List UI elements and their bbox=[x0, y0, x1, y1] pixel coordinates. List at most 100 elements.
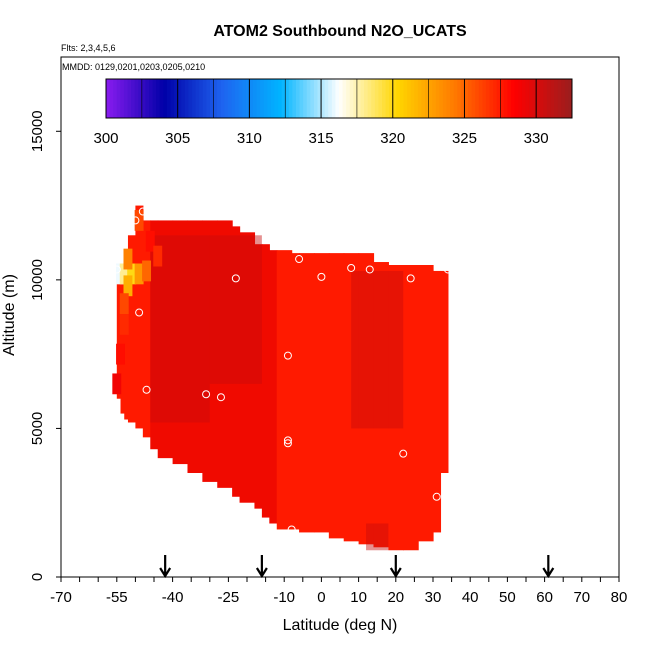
colorbar-swatch bbox=[439, 79, 444, 118]
colorbar-swatch bbox=[127, 79, 132, 118]
latitude-arrow bbox=[159, 555, 172, 579]
low-value-cell bbox=[127, 263, 137, 285]
field-column bbox=[343, 253, 360, 542]
colorbar-swatch bbox=[328, 79, 333, 118]
field-core bbox=[209, 235, 262, 384]
colorbar-swatch bbox=[432, 79, 437, 118]
colorbar-swatch bbox=[521, 79, 526, 118]
x-tick-label: 60 bbox=[536, 589, 553, 606]
colorbar-swatch bbox=[331, 79, 336, 118]
colorbar-tick-label: 315 bbox=[309, 130, 334, 147]
field-core bbox=[351, 270, 404, 429]
field-column bbox=[418, 265, 434, 542]
colorbar-swatch bbox=[141, 79, 146, 118]
sample-points bbox=[109, 207, 452, 534]
sample-point bbox=[283, 439, 292, 448]
colorbar-swatch bbox=[460, 79, 465, 118]
low-value-cell bbox=[119, 263, 129, 285]
colorbar-tick-label: 310 bbox=[237, 130, 262, 147]
colorbar-swatch bbox=[206, 79, 211, 118]
sample-point bbox=[347, 263, 356, 272]
field-column bbox=[291, 253, 300, 530]
x-tick-label: -10 bbox=[273, 589, 295, 606]
sample-point bbox=[109, 397, 118, 406]
field-column bbox=[135, 205, 144, 429]
colorbar-swatch bbox=[374, 79, 379, 118]
colorbar-swatch bbox=[446, 79, 451, 118]
colorbar-swatch bbox=[568, 79, 573, 118]
colorbar-swatch bbox=[554, 79, 559, 118]
colorbar-swatch bbox=[285, 79, 290, 118]
colorbar-swatch bbox=[367, 79, 372, 118]
field-core bbox=[366, 523, 389, 551]
colorbar-tick-label: 320 bbox=[380, 130, 405, 147]
colorbar-swatch bbox=[109, 79, 114, 118]
colorbar-swatch bbox=[184, 79, 189, 118]
colorbar-swatch bbox=[378, 79, 383, 118]
colorbar-swatch bbox=[195, 79, 200, 118]
sample-point bbox=[231, 274, 240, 283]
colorbar-swatch bbox=[468, 79, 473, 118]
field-column bbox=[202, 220, 218, 482]
colorbar-tick-label: 330 bbox=[524, 130, 549, 147]
colorbar-swatch bbox=[263, 79, 268, 118]
colorbar-tick-label: 325 bbox=[452, 130, 477, 147]
colorbar bbox=[105, 78, 573, 119]
chart-title: ATOM2 Southbound N2O_UCATS bbox=[213, 23, 467, 40]
y-tick-label: 5000 bbox=[29, 412, 46, 445]
colorbar-swatch bbox=[238, 79, 243, 118]
colorbar-swatch bbox=[428, 79, 433, 118]
colorbar-swatch bbox=[116, 79, 121, 118]
x-tick-label: -70 bbox=[50, 589, 72, 606]
colorbar-swatch bbox=[496, 79, 501, 118]
field-column bbox=[254, 244, 263, 509]
sample-point bbox=[295, 255, 304, 264]
colorbar-swatch bbox=[564, 79, 569, 118]
field-column bbox=[440, 270, 449, 473]
field-column bbox=[358, 253, 375, 545]
colorbar-swatch bbox=[199, 79, 204, 118]
field-column bbox=[373, 262, 389, 548]
colorbar-tick-label: 305 bbox=[165, 130, 190, 147]
colorbar-swatch bbox=[181, 79, 186, 118]
low-value-cell bbox=[112, 373, 122, 395]
colorbar-swatch bbox=[353, 79, 358, 118]
sample-point bbox=[365, 265, 374, 274]
colorbar-swatch bbox=[536, 79, 541, 118]
colorbar-swatch bbox=[525, 79, 530, 118]
colorbar-swatch bbox=[303, 79, 308, 118]
colorbar-swatch bbox=[364, 79, 369, 118]
field-column bbox=[299, 253, 315, 533]
colorbar-swatch bbox=[213, 79, 218, 118]
colorbar-swatch bbox=[209, 79, 215, 118]
colorbar-swatch bbox=[270, 79, 275, 118]
colorbar-swatch bbox=[528, 79, 534, 118]
colorbar-swatch bbox=[360, 79, 365, 118]
colorbar-swatch bbox=[156, 79, 161, 118]
x-tick-label: 80 bbox=[611, 589, 628, 606]
sample-point bbox=[283, 351, 292, 360]
x-tick-label: 20 bbox=[387, 589, 404, 606]
colorbar-swatch bbox=[539, 79, 544, 118]
low-value-cell bbox=[123, 275, 133, 297]
sample-point bbox=[283, 436, 292, 445]
field-column bbox=[120, 265, 125, 414]
colorbar-swatch bbox=[557, 79, 562, 118]
x-tick-label: -40 bbox=[162, 589, 184, 606]
colorbar-swatch bbox=[292, 79, 297, 118]
y-axis-ticks: 0 5000 10000 15000 bbox=[29, 110, 61, 581]
colorbar-swatch bbox=[561, 79, 566, 118]
colorbar-swatch bbox=[349, 79, 354, 118]
colorbar-swatch bbox=[371, 79, 376, 118]
sample-point bbox=[399, 449, 408, 458]
field-column bbox=[433, 270, 442, 533]
y-tick-label: 15000 bbox=[29, 110, 46, 152]
colorbar-swatch bbox=[159, 79, 164, 118]
colorbar-swatch bbox=[453, 79, 458, 118]
x-tick-label: -25 bbox=[218, 589, 240, 606]
colorbar-swatch bbox=[202, 79, 207, 118]
colorbar-swatch bbox=[342, 79, 347, 118]
colorbar-swatch bbox=[503, 79, 508, 118]
field-column bbox=[276, 250, 293, 530]
